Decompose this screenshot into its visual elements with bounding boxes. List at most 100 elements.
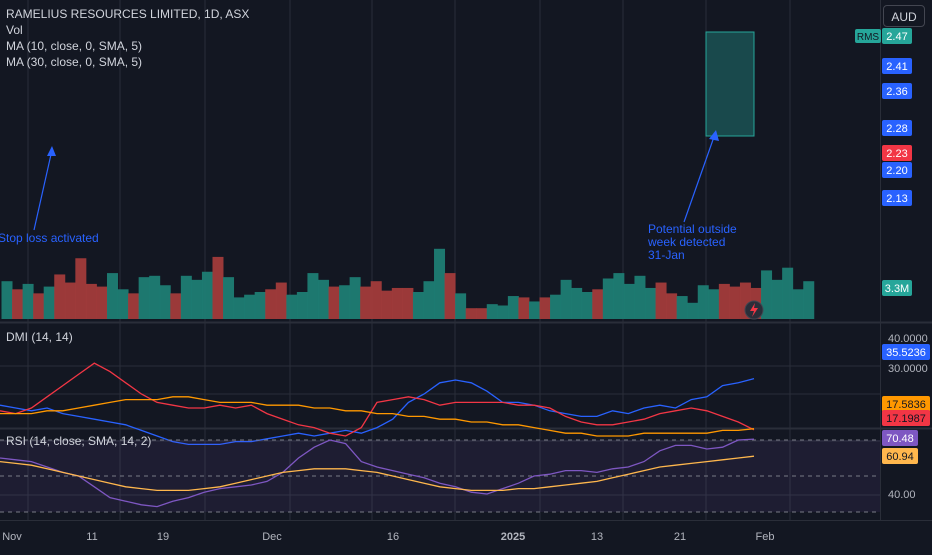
- volume-bar-67: [708, 289, 720, 319]
- price-label-0: RMS 2.47: [855, 28, 912, 44]
- volume-bar-10: [106, 273, 118, 319]
- volume-bar-46: [486, 304, 498, 319]
- time-tick-1: 11: [86, 531, 97, 543]
- dmi-value-text-2: 17.1987: [886, 413, 926, 425]
- volume-bar-65: [687, 302, 699, 319]
- volume-bar-34: [360, 286, 372, 319]
- rsi-value-box-1: [882, 448, 918, 464]
- volume-bar-19: [201, 271, 213, 319]
- price-label-7: 3.3M: [882, 280, 912, 296]
- dmi-pane-title: DMI (14, 14): [6, 330, 73, 344]
- currency-button[interactable]: AUD: [883, 5, 925, 27]
- dmi-tick-1: 30.0000: [888, 363, 928, 375]
- volume-bar-50: [528, 301, 540, 319]
- volume-bar-59: [623, 283, 635, 319]
- outside-week-arrow-line: [683, 133, 716, 223]
- volume-bar-14: [149, 275, 161, 319]
- volume-bar-69: [729, 286, 741, 319]
- dmi-value-box-1: [882, 396, 930, 412]
- volume-bar-75: [792, 289, 804, 319]
- dmi-value-label-0: 35.5236: [882, 344, 930, 360]
- price-label-value-7: 3.3M: [885, 283, 909, 295]
- dmi-value-label-2: 17.1987: [882, 410, 930, 426]
- volume-bar-17: [180, 275, 192, 319]
- outside-week-annotation-line-1: week detected: [647, 235, 725, 249]
- volume-bar-57: [602, 278, 614, 319]
- stop-loss-arrow-head: [47, 146, 56, 156]
- price-label-box-5: [882, 162, 912, 178]
- volume-bar-70: [739, 282, 751, 319]
- price-label-box-0: [882, 28, 912, 44]
- dmi-tick-0: 40.0000: [888, 333, 928, 345]
- time-tick-2: 19: [157, 531, 169, 543]
- price-label-value-0: 2.47: [886, 31, 907, 43]
- volume-bar-38: [402, 287, 414, 319]
- price-label-box-6: [882, 190, 912, 206]
- outside-week-arrow-head: [709, 130, 719, 141]
- time-tick-6: 13: [591, 531, 603, 543]
- price-label-value-1: 2.41: [886, 61, 907, 73]
- price-label-symbol-0: RMS: [857, 32, 880, 43]
- volume-bar-61: [645, 287, 657, 319]
- lightning-icon: [750, 303, 758, 317]
- volume-bar-18: [191, 279, 203, 319]
- volume-bar-16: [170, 293, 182, 319]
- volume-bar-66: [697, 285, 709, 319]
- volume-bar-28: [296, 292, 308, 319]
- volume-bar-55: [581, 292, 593, 319]
- dmi-series-0: [0, 377, 755, 446]
- volume-bar-23: [244, 294, 256, 319]
- volume-bar-74: [782, 267, 794, 319]
- rsi-series-0: [0, 438, 755, 508]
- volume-bar-15: [159, 285, 171, 319]
- volume-bar-68: [718, 283, 730, 319]
- ma30-legend: MA (30, close, 0, SMA, 5): [6, 55, 143, 69]
- rsi-pane-title: RSI (14, close, SMA, 14, 2): [6, 434, 152, 448]
- volume-bar-41: [434, 248, 446, 319]
- price-label-value-6: 2.13: [886, 193, 907, 205]
- time-tick-5: 2025: [501, 531, 525, 543]
- chart-title: RAMELIUS RESOURCES LIMITED, 1D, ASX: [6, 7, 250, 21]
- rsi-value-text-1: 60.94: [886, 451, 914, 463]
- outside-week-annotation-line-0: Potential outside: [648, 222, 737, 236]
- volume-bar-30: [317, 279, 329, 319]
- volume-bar-9: [96, 286, 108, 319]
- price-label-box-2: [882, 83, 912, 99]
- stop-loss-arrow-line: [33, 149, 53, 231]
- price-label-box-3: [882, 120, 912, 136]
- volume-bar-8: [85, 283, 97, 319]
- volume-bar-36: [381, 290, 393, 319]
- volume-bar-39: [412, 292, 424, 319]
- dmi-value-box-0: [882, 344, 930, 360]
- volume-bar-40: [423, 281, 435, 319]
- volume-bar-72: [761, 270, 773, 319]
- volume-bar-24: [254, 292, 266, 319]
- time-tick-7: 21: [674, 531, 686, 543]
- volume-bar-56: [592, 289, 604, 319]
- volume-bar-4: [43, 286, 55, 319]
- price-label-value-5: 2.20: [886, 165, 907, 177]
- volume-bar-62: [655, 282, 667, 319]
- outside-week-box: [705, 31, 755, 137]
- price-label-3: 2.28: [882, 120, 912, 136]
- dmi-value-text-0: 35.5236: [886, 347, 926, 359]
- volume-bar-54: [571, 287, 583, 319]
- volume-bar-64: [676, 296, 688, 319]
- main-legend: RAMELIUS RESOURCES LIMITED, 1D, ASX Vol …: [6, 6, 249, 70]
- volume-bar-11: [117, 289, 129, 319]
- volume-bar-13: [138, 277, 150, 319]
- ma10-legend: MA (10, close, 0, SMA, 5): [6, 39, 143, 53]
- price-label-box-4: [882, 145, 912, 161]
- volume-bar-49: [518, 297, 530, 319]
- price-label-2: 2.36: [882, 83, 912, 99]
- volume-bar-29: [307, 273, 319, 319]
- volume-bar-51: [539, 297, 551, 319]
- time-tick-8: Feb: [756, 531, 775, 543]
- volume-bar-48: [507, 296, 519, 319]
- volume-bar-37: [391, 287, 403, 319]
- stop-loss-annotation: Stop loss activated: [0, 231, 99, 245]
- volume-bar-26: [275, 282, 287, 319]
- volume-bar-1: [12, 289, 24, 319]
- volume-bar-44: [465, 308, 477, 319]
